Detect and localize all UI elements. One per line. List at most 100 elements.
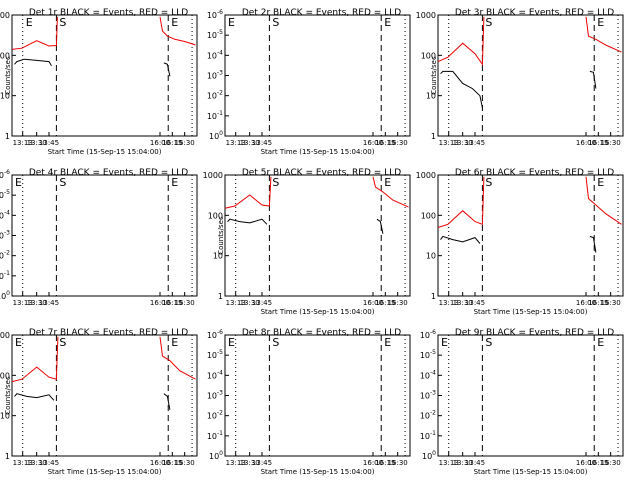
x-tick-label: 16:00 (150, 139, 170, 147)
x-tick-label: 13:45 (252, 299, 272, 307)
x-tick-label: 16:30 (388, 299, 408, 307)
chart-panel-9: Det 9r BLACK = Events, RED = LLD 10-6 10-5… (420, 328, 624, 476)
x-tick-label: 13:45 (252, 139, 272, 147)
chart-title: Det 4r BLACK = Events, RED = LLD (29, 168, 188, 178)
marker-label: E (171, 16, 178, 29)
y-tick-label: 10 (426, 252, 436, 261)
x-axis-label: Start Time (15-Sep-15 15:04:00) (261, 468, 375, 476)
x-axis-label: Start Time (15-Sep-15 15:04:00) (48, 148, 162, 156)
y-tick-label: 10-6 (0, 169, 10, 180)
chart-panel-1: Det 1r BLACK = Events, RED = LLD 1000 100 1… (0, 8, 198, 156)
lld-series-line (224, 176, 272, 209)
lld-series-line (372, 176, 409, 208)
x-tick-label: 16:30 (601, 299, 621, 307)
events-series-line (440, 235, 481, 244)
y-tick-label: 1 (5, 132, 10, 141)
y-tick-label: 1 (431, 132, 436, 141)
marker-label: E (228, 16, 235, 29)
x-tick-label: 13:30 (453, 299, 473, 307)
x-tick-label: 16:30 (175, 459, 195, 467)
x-tick-label: 13:30 (240, 139, 260, 147)
events-series-line (376, 218, 384, 234)
lld-series-line (159, 336, 196, 380)
y-tick-label: 1000 (203, 171, 223, 180)
plot-frame (437, 174, 624, 297)
marker-label: S (485, 16, 492, 29)
marker-label: E (597, 336, 604, 349)
marker-label: S (59, 176, 66, 189)
y-tick-label: 100 (209, 450, 223, 461)
marker-label: E (26, 16, 33, 29)
x-tick-label: 13:13 (13, 139, 33, 147)
y-tick-label: 10 (426, 92, 436, 101)
plot-frame (11, 174, 198, 297)
marker-label: S (59, 16, 66, 29)
chart-panel-3: Det 3r BLACK = Events, RED = LLD 1000 100 1… (416, 8, 624, 147)
marker-label: E (597, 176, 604, 189)
x-axis-label: Start Time (15-Sep-15 15:04:00) (474, 308, 588, 316)
x-tick-label: 16:30 (388, 139, 408, 147)
marker-label: E (384, 176, 391, 189)
y-tick-label: 10-6 (420, 329, 436, 340)
x-tick-label: 13:45 (465, 139, 485, 147)
x-axis-label: Start Time (15-Sep-15 15:04:00) (261, 148, 375, 156)
y-tick-label: 100 (0, 371, 10, 380)
marker-label: E (171, 176, 178, 189)
x-tick-label: 16:30 (601, 459, 621, 467)
chart-panel-6: Det 6r BLACK = Events, RED = LLD 1000 100 1… (416, 168, 624, 316)
chart-panel-5: Det 5r BLACK = Events, RED = LLD 1000 100 1… (203, 168, 411, 316)
y-axis-label: Counts/sec (217, 216, 225, 255)
x-tick-label: 16:15 (162, 299, 182, 307)
x-tick-label: 16:00 (576, 459, 596, 467)
y-tick-label: 1000 (0, 11, 10, 20)
chart-title: Det 7r BLACK = Events, RED = LLD (29, 328, 188, 338)
y-tick-label: 1000 (416, 171, 436, 180)
y-tick-label: 10-6 (207, 329, 223, 340)
plot-frame (224, 14, 411, 137)
y-tick-label: 10-1 (0, 270, 10, 281)
y-axis-label: Counts/sec (4, 376, 12, 415)
plot-frame (11, 334, 198, 457)
x-tick-label: 16:15 (588, 139, 608, 147)
chart-title: Det 8r BLACK = Events, RED = LLD (242, 328, 401, 338)
y-tick-label: 1 (218, 292, 223, 301)
x-tick-label: 16:30 (175, 299, 195, 307)
x-tick-label: 16:30 (388, 459, 408, 467)
y-tick-label: 10-2 (0, 250, 10, 261)
y-tick-label: 1000 (0, 331, 10, 340)
y-tick-label: 10-2 (207, 90, 223, 101)
events-series-line (589, 235, 597, 253)
y-tick-label: 10-1 (420, 430, 436, 441)
lld-series-line (11, 16, 58, 50)
x-tick-label: 16:15 (375, 459, 395, 467)
lld-series-line (585, 176, 622, 225)
chart-title: Det 6r BLACK = Events, RED = LLD (455, 168, 614, 178)
x-tick-label: 16:00 (363, 459, 383, 467)
marker-label: E (15, 176, 22, 189)
x-tick-label: 13:30 (27, 299, 47, 307)
marker-label: E (15, 336, 22, 349)
x-tick-label: 13:13 (13, 459, 33, 467)
chart-title: Det 2r BLACK = Events, RED = LLD (242, 8, 401, 18)
x-tick-label: 13:30 (453, 139, 473, 147)
y-tick-label: 100 (208, 211, 223, 220)
x-tick-label: 13:30 (240, 459, 260, 467)
x-tick-label: 13:13 (226, 299, 246, 307)
events-series-line (163, 62, 171, 77)
marker-label: E (228, 336, 235, 349)
y-tick-label: 10-4 (420, 369, 436, 380)
marker-label: S (485, 176, 492, 189)
x-tick-label: 13:13 (226, 459, 246, 467)
y-tick-label: 100 (422, 450, 436, 461)
events-series-line (163, 393, 171, 410)
marker-label: S (272, 16, 279, 29)
y-tick-label: 10-4 (207, 369, 223, 380)
y-tick-label: 1 (431, 292, 436, 301)
x-axis-label: Start Time (15-Sep-15 15:04:00) (261, 308, 375, 316)
marker-label: S (272, 336, 279, 349)
x-axis-label: Start Time (15-Sep-15 15:04:00) (474, 468, 588, 476)
y-tick-label: 10-4 (207, 49, 223, 60)
x-tick-label: 13:45 (252, 459, 272, 467)
chart-title: Det 1r BLACK = Events, RED = LLD (29, 8, 188, 18)
y-tick-label: 10-6 (207, 9, 223, 20)
